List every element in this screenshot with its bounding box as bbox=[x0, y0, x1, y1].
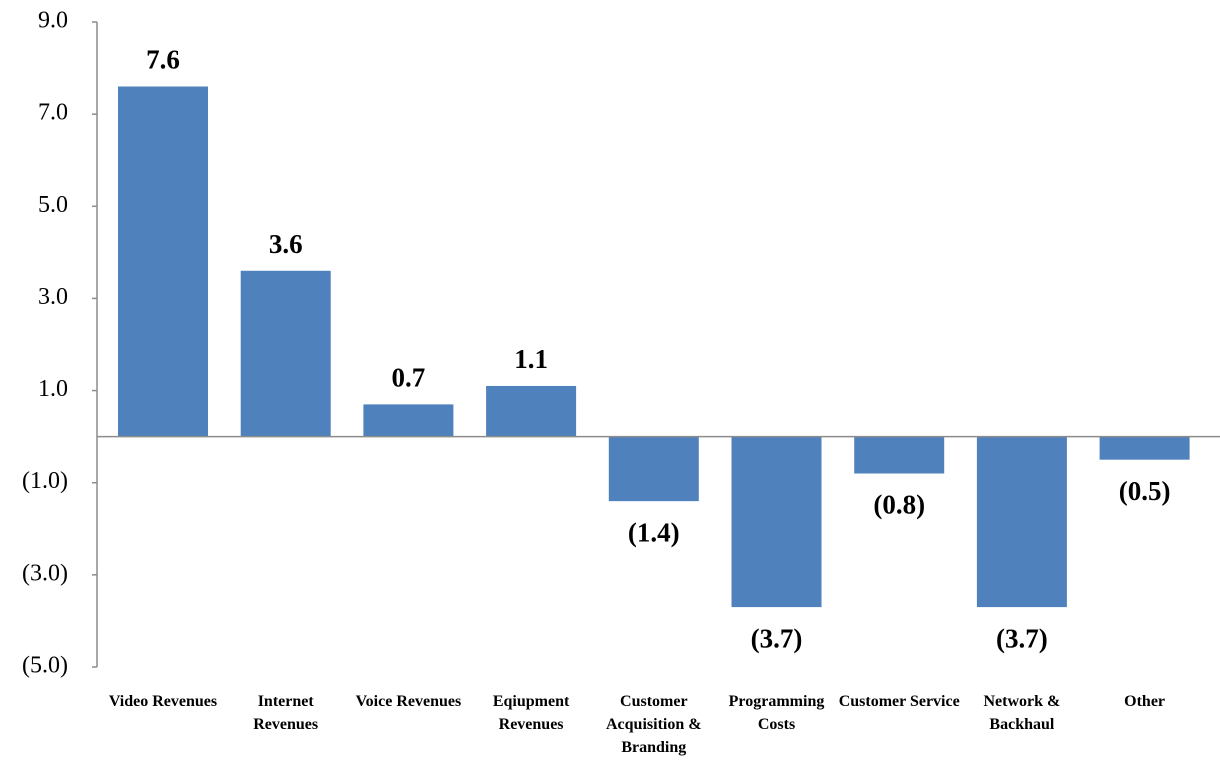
x-tick-label: Voice Revenues bbox=[355, 693, 462, 710]
y-tick-label: 9.0 bbox=[38, 8, 68, 34]
bar bbox=[240, 270, 331, 437]
bar bbox=[608, 436, 699, 502]
bar bbox=[486, 385, 577, 437]
bar bbox=[118, 86, 208, 437]
x-tick-label: Customer Service bbox=[838, 693, 960, 710]
value-label: 1.1 bbox=[514, 344, 548, 374]
y-tick-label: (3.0) bbox=[22, 560, 68, 586]
value-label: (1.4) bbox=[628, 517, 680, 547]
x-tick-label: Customer Acquisition & Branding bbox=[606, 693, 702, 756]
x-tick-label: Eqiupment Revenues bbox=[492, 693, 570, 733]
x-tick-label: Network & Backhaul bbox=[983, 693, 1061, 733]
bar bbox=[976, 436, 1067, 608]
bar bbox=[731, 436, 822, 608]
bar bbox=[854, 436, 945, 474]
value-label: (3.7) bbox=[996, 623, 1048, 653]
bar bbox=[363, 404, 454, 437]
y-tick-label: (5.0) bbox=[22, 653, 68, 679]
value-label: (0.8) bbox=[873, 490, 925, 520]
y-tick-label: 5.0 bbox=[38, 192, 68, 218]
y-tick-label: 1.0 bbox=[38, 376, 68, 402]
x-tick-label: Programming Costs bbox=[728, 693, 825, 733]
value-label: (0.5) bbox=[1119, 476, 1171, 506]
x-tick-label: Internet Revenues bbox=[253, 693, 319, 733]
x-tick-label: Other bbox=[1124, 693, 1166, 710]
value-label: 7.6 bbox=[146, 45, 180, 75]
value-label: 3.6 bbox=[269, 229, 303, 259]
y-tick-label: (1.0) bbox=[22, 468, 68, 494]
bar bbox=[1099, 436, 1190, 460]
y-tick-label: 7.0 bbox=[38, 100, 68, 126]
value-label: (3.7) bbox=[751, 623, 803, 653]
y-tick-label: 3.0 bbox=[38, 284, 68, 310]
value-label: 0.7 bbox=[392, 363, 426, 393]
x-tick-label: Video Revenues bbox=[108, 693, 218, 710]
